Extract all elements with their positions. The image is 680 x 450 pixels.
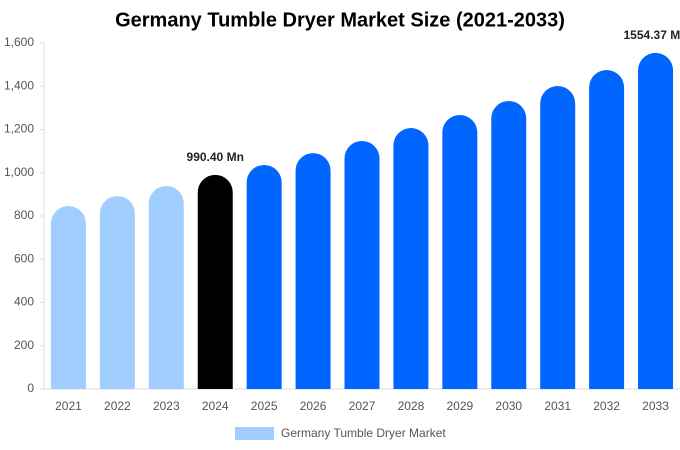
x-tick-label: 2031	[544, 399, 571, 413]
y-tick-label: 600	[14, 251, 34, 265]
x-tick-label: 2022	[104, 399, 131, 413]
bar	[50, 206, 86, 389]
bar	[99, 196, 135, 389]
bar	[393, 127, 429, 389]
bar	[442, 115, 478, 390]
y-tick-label: 1,600	[4, 35, 34, 49]
x-tick-label: 2032	[593, 399, 620, 413]
value-label: 1554.37 Mn	[624, 28, 680, 42]
y-tick-label: 1,400	[4, 78, 34, 92]
x-tick-label: 2027	[349, 399, 376, 413]
bar	[491, 100, 527, 389]
y-tick-label: 0	[27, 381, 34, 395]
y-tick-label: 400	[14, 295, 34, 309]
bar	[295, 153, 331, 389]
y-tick-label: 1,000	[4, 165, 34, 179]
bar	[246, 164, 282, 389]
bar	[638, 52, 674, 389]
legend-label: Germany Tumble Dryer Market	[281, 426, 446, 440]
x-tick-label: 2030	[495, 399, 522, 413]
x-tick-label: 2024	[202, 399, 229, 413]
bar	[540, 86, 576, 389]
x-tick-label: 2023	[153, 399, 180, 413]
chart-title: Germany Tumble Dryer Market Size (2021-2…	[115, 9, 565, 31]
legend-swatch	[235, 427, 274, 440]
bar	[344, 140, 380, 389]
bar	[148, 185, 184, 389]
y-tick-label: 1,200	[4, 122, 34, 136]
x-tick-label: 2026	[300, 399, 327, 413]
y-tick-label: 200	[14, 338, 34, 352]
x-tick-label: 2025	[251, 399, 278, 413]
x-tick-label: 2028	[398, 399, 425, 413]
x-tick-label: 2033	[642, 399, 669, 413]
x-tick-label: 2029	[446, 399, 473, 413]
y-tick-label: 800	[14, 208, 34, 222]
value-label: 990.40 Mn	[187, 150, 244, 164]
bar	[197, 174, 233, 389]
x-tick-label: 2021	[55, 399, 82, 413]
bar	[589, 70, 625, 389]
